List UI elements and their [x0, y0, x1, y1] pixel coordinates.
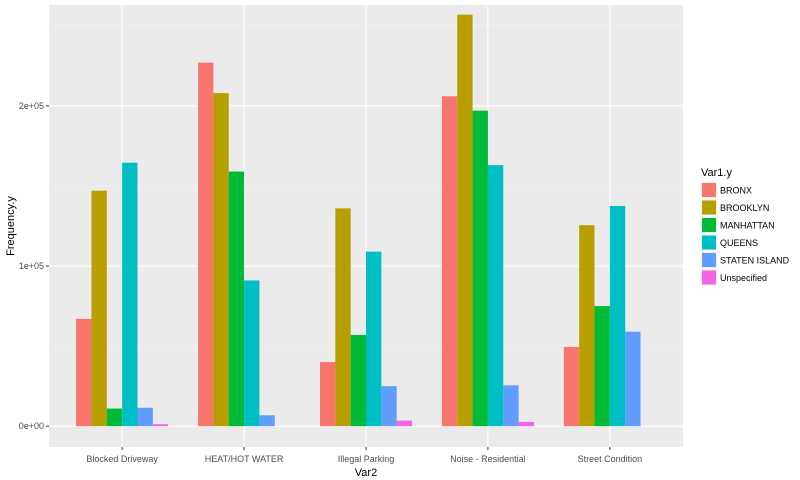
bar	[137, 407, 153, 427]
x-tick-label: HEAT/HOT WATER	[205, 454, 284, 464]
bar	[319, 362, 336, 427]
legend-swatch	[702, 253, 716, 267]
legend-swatch	[702, 270, 716, 285]
x-tick-label: Noise - Residential	[450, 454, 526, 464]
bar	[228, 171, 245, 427]
bar	[503, 385, 519, 427]
bar	[441, 96, 458, 427]
bar	[563, 346, 580, 427]
legend-label: BROOKLYN	[720, 203, 769, 213]
bar	[152, 424, 169, 427]
bar	[76, 318, 92, 427]
bar	[335, 208, 351, 427]
bar	[518, 421, 534, 427]
x-tick-label: Illegal Parking	[338, 454, 395, 464]
legend-swatch	[702, 200, 716, 215]
legend-title: Var1.y	[701, 167, 732, 179]
bar	[366, 251, 382, 427]
legend-label: Unspecified	[720, 273, 767, 283]
bar	[472, 110, 488, 427]
bar	[198, 62, 214, 427]
legend-label: STATEN ISLAND	[720, 256, 790, 266]
bar	[457, 14, 473, 427]
bars-group	[76, 14, 641, 427]
bar	[106, 408, 123, 427]
x-tick-label: Blocked Driveway	[86, 454, 158, 464]
bar	[609, 205, 626, 427]
x-axis: Blocked Driveway HEAT/HOT WATER Illegal Pa…	[86, 447, 642, 464]
legend-label: BRONX	[720, 186, 752, 196]
y-tick-label: 1e+05	[19, 261, 44, 271]
y-tick-label: 0e+00	[19, 421, 44, 431]
bar	[259, 415, 275, 427]
bar	[91, 190, 107, 427]
legend-swatch	[702, 218, 716, 232]
legend-swatch	[702, 183, 716, 197]
bar	[350, 334, 366, 427]
legend-label: QUEENS	[720, 238, 758, 248]
y-axis-title: Frequency.y	[5, 196, 17, 256]
bar	[625, 331, 641, 427]
bar	[594, 306, 610, 427]
bar	[213, 93, 229, 427]
y-axis: 0e+00 1e+05 2e+05	[19, 101, 49, 431]
bar	[381, 386, 397, 427]
legend: Var1.y BRONX BROOKLYN MANHATTAN QUEENS STATE…	[701, 167, 790, 286]
y-tick-label: 2e+05	[19, 101, 44, 111]
bar	[396, 420, 413, 427]
legend-swatch	[702, 235, 716, 250]
x-axis-title: Var2	[355, 467, 377, 479]
legend-label: MANHATTAN	[720, 221, 775, 231]
bar	[122, 162, 138, 427]
bar	[244, 280, 260, 427]
x-tick-label: Street Condition	[578, 454, 643, 464]
bar	[579, 225, 595, 427]
bar	[487, 165, 504, 427]
